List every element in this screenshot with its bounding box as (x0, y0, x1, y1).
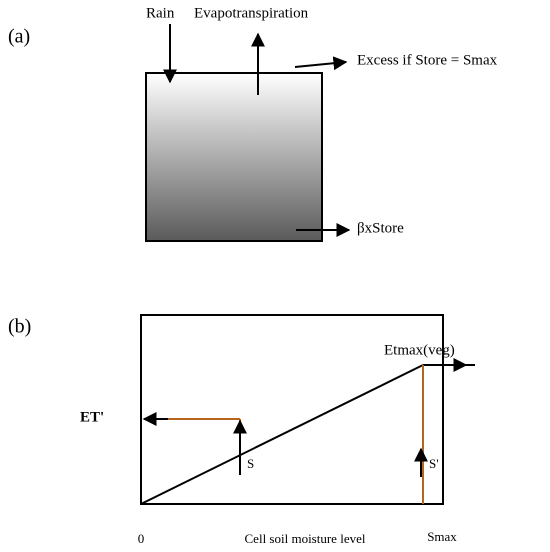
et-prime-label: ET' (80, 409, 104, 425)
s-prime-label: S' (429, 456, 439, 471)
store-box (145, 72, 323, 242)
x-max-label: Smax (427, 529, 457, 544)
plot-frame (140, 314, 444, 505)
rain-label: Rain (146, 5, 175, 21)
panel-label: (a) (8, 26, 30, 48)
x-axis-label: Cell soil moisture level (245, 531, 366, 546)
et-label: Evapotranspiration (194, 5, 309, 21)
s-label: S (247, 456, 254, 471)
excess-label: Excess if Store = Smax (357, 52, 498, 68)
x-origin-label: 0 (138, 531, 145, 546)
panel-label: (b) (8, 316, 31, 338)
etmax-label: Etmax(veg) (384, 342, 455, 358)
drainage-label: βxStore (357, 220, 404, 236)
et-curve (140, 364, 424, 505)
excess-arrow (294, 56, 348, 71)
